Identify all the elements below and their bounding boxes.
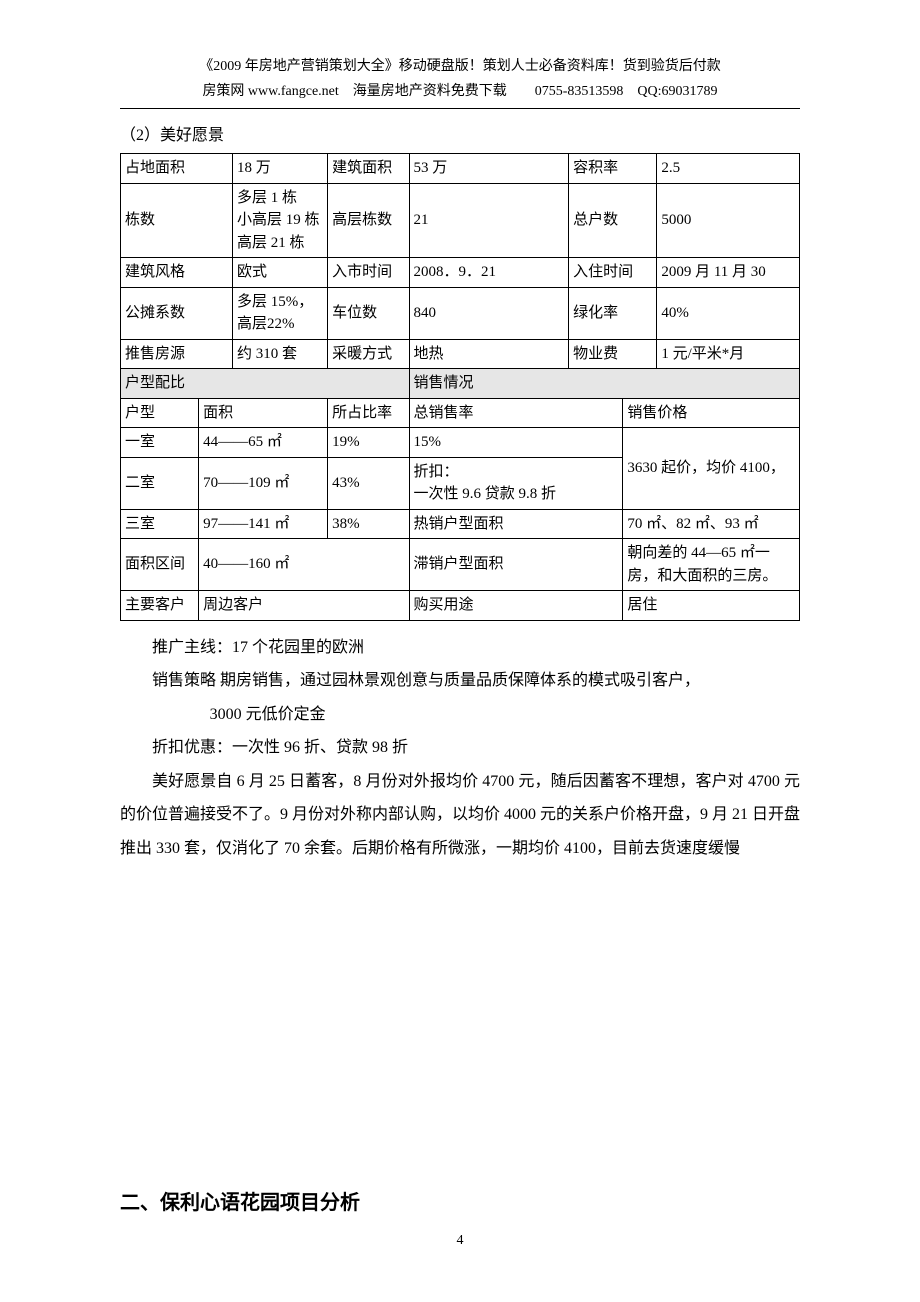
- header-line-1: 《2009 年房地产营销策划大全》移动硬盘版！策划人士必备资料库！货到验货后付款: [120, 56, 800, 77]
- cell-value: 44——65 ㎡: [199, 428, 328, 458]
- cell-value: 2.5: [657, 154, 800, 184]
- section-title: （2）美好愿景: [120, 121, 800, 145]
- cell-header: 户型配比: [121, 369, 410, 399]
- paragraph: 折扣优惠：一次性 96 折、贷款 98 折: [120, 731, 800, 765]
- body-text: 推广主线：17 个花园里的欧洲 销售策略 期房销售，通过园林景观创意与质量品质保…: [120, 631, 800, 866]
- cell-value: 居住: [623, 591, 800, 621]
- cell-label: 栋数: [121, 183, 233, 258]
- table-row: 主要客户 周边客户 购买用途 居住: [121, 591, 800, 621]
- cell-value: 地热: [409, 339, 569, 369]
- paragraph: 3000 元低价定金: [120, 698, 800, 732]
- page-number: 4: [120, 1233, 800, 1249]
- cell-value: 40——160 ㎡: [199, 539, 409, 591]
- cell-label: 一室: [121, 428, 199, 458]
- cell-label: 入住时间: [569, 258, 657, 288]
- table-row: 推售房源 约 310 套 采暖方式 地热 物业费 1 元/平米*月: [121, 339, 800, 369]
- cell-value: 19%: [328, 428, 409, 458]
- header-line-2: 房策网 www.fangce.net 海量房地产资料免费下载 0755-8351…: [120, 81, 800, 102]
- paragraph: 销售策略 期房销售，通过园林景观创意与质量品质保障体系的模式吸引客户，: [120, 664, 800, 698]
- cell-value: 2008．9．21: [409, 258, 569, 288]
- cell-value: 70 ㎡、82 ㎡、93 ㎡: [623, 509, 800, 539]
- cell-value: 约 310 套: [233, 339, 328, 369]
- cell-label: 车位数: [328, 287, 409, 339]
- table-row: 面积区间 40——160 ㎡ 滞销户型面积 朝向差的 44—65 ㎡一房，和大面…: [121, 539, 800, 591]
- cell-label: 占地面积: [121, 154, 233, 184]
- cell-value: 欧式: [233, 258, 328, 288]
- cell-value: 多层 15%，高层22%: [233, 287, 328, 339]
- table-row: 占地面积 18 万 建筑面积 53 万 容积率 2.5: [121, 154, 800, 184]
- table-row: 一室 44——65 ㎡ 19% 15% 3630 起价，均价 4100，: [121, 428, 800, 458]
- cell-label: 户型: [121, 398, 199, 428]
- cell-label: 建筑风格: [121, 258, 233, 288]
- cell-label: 容积率: [569, 154, 657, 184]
- header-divider: [120, 108, 800, 109]
- cell-value: 840: [409, 287, 569, 339]
- cell-label: 滞销户型面积: [409, 539, 623, 591]
- cell-label: 推售房源: [121, 339, 233, 369]
- cell-value: 朝向差的 44—65 ㎡一房，和大面积的三房。: [623, 539, 800, 591]
- cell-label: 热销户型面积: [409, 509, 623, 539]
- cell-label: 二室: [121, 457, 199, 509]
- cell-value: 15%: [409, 428, 623, 458]
- cell-label: 总销售率: [409, 398, 623, 428]
- table-row: 户型配比 销售情况: [121, 369, 800, 399]
- cell-label: 建筑面积: [328, 154, 409, 184]
- paragraph: 推广主线：17 个花园里的欧洲: [120, 631, 800, 665]
- cell-value: 38%: [328, 509, 409, 539]
- cell-value: 40%: [657, 287, 800, 339]
- cell-label: 所占比率: [328, 398, 409, 428]
- cell-value: 70——109 ㎡: [199, 457, 328, 509]
- cell-header: 销售情况: [409, 369, 799, 399]
- table-row: 三室 97——141 ㎡ 38% 热销户型面积 70 ㎡、82 ㎡、93 ㎡: [121, 509, 800, 539]
- cell-value: 53 万: [409, 154, 569, 184]
- cell-label: 绿化率: [569, 287, 657, 339]
- cell-label: 主要客户: [121, 591, 199, 621]
- cell-label: 高层栋数: [328, 183, 409, 258]
- cell-label: 物业费: [569, 339, 657, 369]
- cell-value: 3630 起价，均价 4100，: [623, 428, 800, 510]
- table-row: 户型 面积 所占比率 总销售率 销售价格: [121, 398, 800, 428]
- cell-label: 公摊系数: [121, 287, 233, 339]
- section-heading-2: 二、保利心语花园项目分析: [120, 1186, 800, 1215]
- cell-value: 1 元/平米*月: [657, 339, 800, 369]
- project-data-table: 占地面积 18 万 建筑面积 53 万 容积率 2.5 栋数 多层 1 栋 小高…: [120, 153, 800, 621]
- cell-label: 采暖方式: [328, 339, 409, 369]
- cell-value: 折扣： 一次性 9.6 贷款 9.8 折: [409, 457, 623, 509]
- cell-value: 18 万: [233, 154, 328, 184]
- cell-label: 三室: [121, 509, 199, 539]
- cell-value: 21: [409, 183, 569, 258]
- paragraph: 美好愿景自 6 月 25 日蓄客，8 月份对外报均价 4700 元，随后因蓄客不…: [120, 765, 800, 866]
- cell-value: 43%: [328, 457, 409, 509]
- cell-value: 周边客户: [199, 591, 409, 621]
- table-row: 栋数 多层 1 栋 小高层 19 栋 高层 21 栋 高层栋数 21 总户数 5…: [121, 183, 800, 258]
- table-row: 公摊系数 多层 15%，高层22% 车位数 840 绿化率 40%: [121, 287, 800, 339]
- cell-label: 购买用途: [409, 591, 623, 621]
- cell-value: 97——141 ㎡: [199, 509, 328, 539]
- document-page: 《2009 年房地产营销策划大全》移动硬盘版！策划人士必备资料库！货到验货后付款…: [0, 0, 920, 1289]
- cell-label: 总户数: [569, 183, 657, 258]
- cell-value: 2009 月 11 月 30: [657, 258, 800, 288]
- cell-label: 面积: [199, 398, 328, 428]
- cell-label: 入市时间: [328, 258, 409, 288]
- cell-value: 多层 1 栋 小高层 19 栋 高层 21 栋: [233, 183, 328, 258]
- cell-value: 5000: [657, 183, 800, 258]
- cell-label: 面积区间: [121, 539, 199, 591]
- table-row: 建筑风格 欧式 入市时间 2008．9．21 入住时间 2009 月 11 月 …: [121, 258, 800, 288]
- cell-label: 销售价格: [623, 398, 800, 428]
